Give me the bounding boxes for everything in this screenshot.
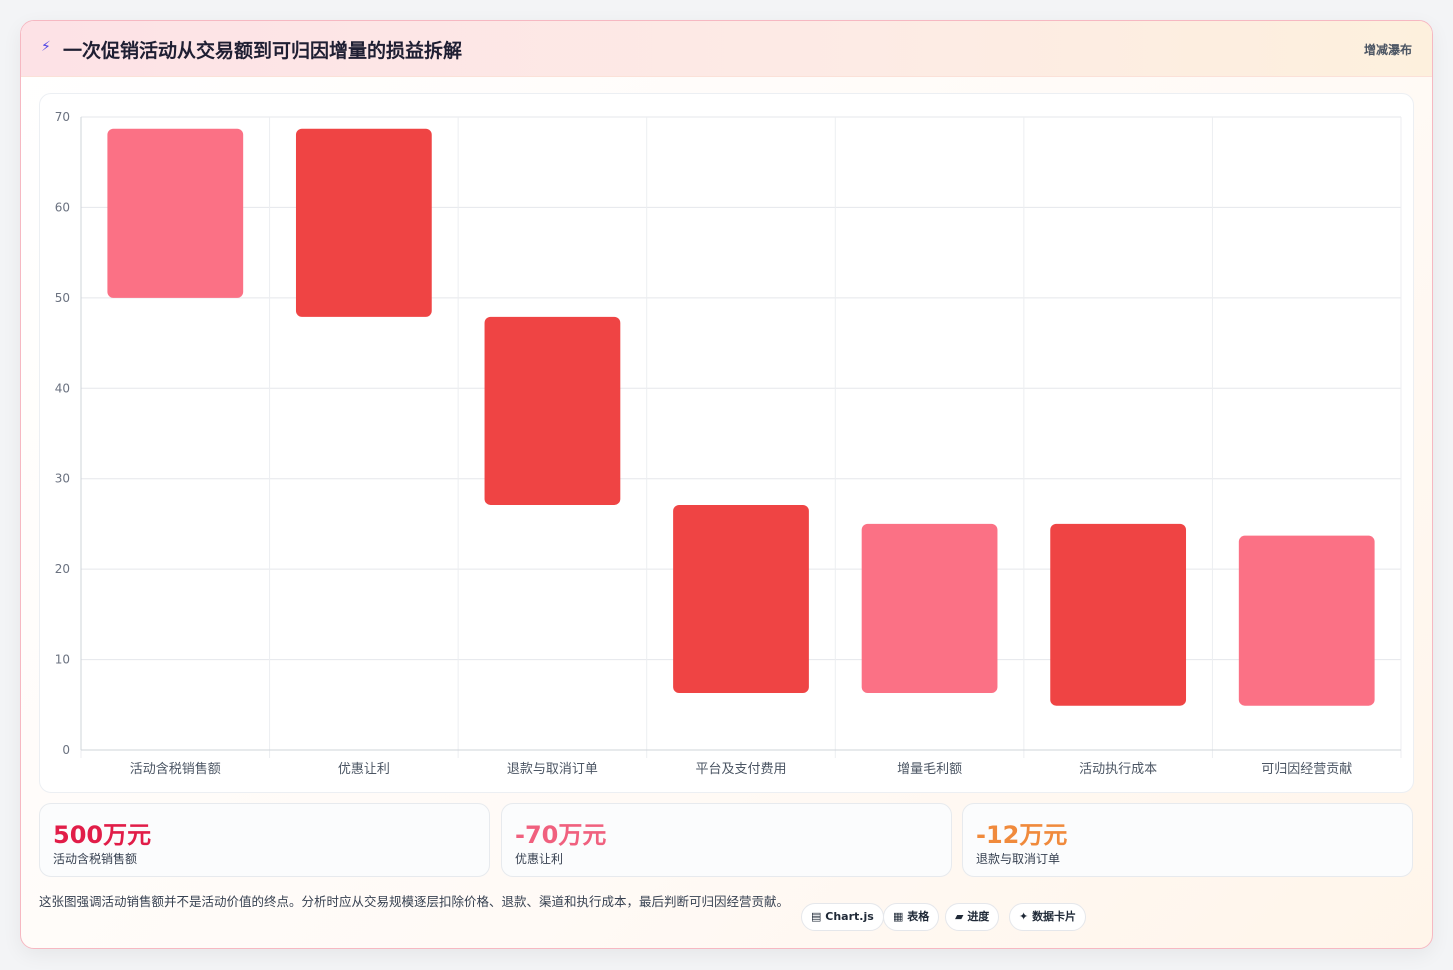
chart-area: 0 10 20 30 40 50 60 70 活动含税销售额 优惠让利 退款与取消订单 平台及支付费用… <box>39 93 1414 793</box>
chip-label: 进度 <box>967 910 990 923</box>
kpi-label: 活动含税销售额 <box>53 852 138 866</box>
chip-label: 数据卡片 <box>1032 910 1077 923</box>
bar <box>1050 523 1187 706</box>
x-tick-label: 退款与取消订单 <box>507 762 598 777</box>
table-icon: ▦ <box>893 910 904 923</box>
bolt-icon: ⚡ <box>41 39 51 55</box>
bar <box>484 316 621 505</box>
y-tick-label: 40 <box>55 381 70 395</box>
x-tick-label: 增量毛利额 <box>897 762 962 777</box>
kpi-value: 500万元 <box>53 821 152 849</box>
page-title: 一次促销活动从交易额到可归因增量的损益拆解 <box>63 40 463 62</box>
kpi-value: -70万元 <box>515 821 607 849</box>
chip-label: 表格 <box>907 910 930 923</box>
y-tick-label: 0 <box>62 743 70 757</box>
y-tick-label: 70 <box>55 110 70 124</box>
bar <box>107 128 244 298</box>
chip-progress[interactable]: ▰ 进度 <box>945 903 1000 931</box>
sparkle-icon: ✦ <box>1019 910 1029 923</box>
x-tick-label: 平台及支付费用 <box>695 762 786 777</box>
y-tick-label: 20 <box>55 562 70 576</box>
progress-icon: ▰ <box>955 910 964 923</box>
chart-type-tag: 增减瀑布 <box>1363 43 1412 57</box>
kpi-value: -12万元 <box>976 821 1068 849</box>
chip-data-card[interactable]: ✦ 数据卡片 <box>1009 903 1087 931</box>
chart-note: 这张图强调活动销售额并不是活动价值的终点。分析时应从交易规模逐层扣除价格、退款、… <box>39 894 790 909</box>
chip-chartjs[interactable]: ▤ Chart.js <box>801 903 884 931</box>
waterfall-chart: 0 10 20 30 40 50 60 70 活动含税销售额 优惠让利 退款与取消订单 平台及支付费用… <box>55 110 1402 777</box>
card-header: ⚡ 一次促销活动从交易额到可归因增量的损益拆解 增减瀑布 <box>21 21 1432 77</box>
bar <box>1238 535 1375 706</box>
kpi-label: 优惠让利 <box>515 852 564 866</box>
chart-card: ⚡ 一次促销活动从交易额到可归因增量的损益拆解 增减瀑布 0 10 20 30 40 50… <box>20 20 1433 949</box>
kpi-card-discount: -70万元 优惠让利 <box>501 803 952 877</box>
y-tick-label: 50 <box>55 291 70 305</box>
y-tick-label: 60 <box>55 200 70 214</box>
kpi-card-refund: -12万元 退款与取消订单 <box>962 803 1413 877</box>
chip-label: Chart.js <box>825 910 874 923</box>
x-tick-label: 可归因经营贡献 <box>1261 762 1352 777</box>
bar <box>295 128 432 317</box>
bar <box>861 523 998 694</box>
kpi-card-sales: 500万元 活动含税销售额 <box>39 803 490 877</box>
kpi-label: 退款与取消订单 <box>976 852 1061 866</box>
y-tick-label: 30 <box>55 472 70 486</box>
x-tick-label: 活动含税销售额 <box>130 761 221 777</box>
bar <box>673 504 809 694</box>
chip-table[interactable]: ▦ 表格 <box>883 903 940 931</box>
x-tick-label: 活动执行成本 <box>1079 762 1157 777</box>
chart-icon: ▤ <box>811 910 822 923</box>
y-tick-label: 10 <box>55 653 70 667</box>
x-tick-label: 优惠让利 <box>338 762 390 777</box>
